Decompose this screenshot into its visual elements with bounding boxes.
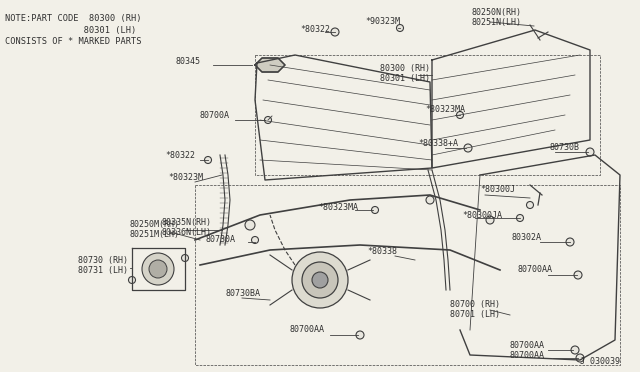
Text: *80323M: *80323M — [168, 173, 203, 183]
Text: 80730A: 80730A — [205, 235, 235, 244]
Circle shape — [486, 216, 494, 224]
Text: 80701 (LH): 80701 (LH) — [450, 311, 500, 320]
Text: 80700AA: 80700AA — [510, 341, 545, 350]
Circle shape — [312, 272, 328, 288]
Text: *80338+A: *80338+A — [418, 140, 458, 148]
Circle shape — [302, 262, 338, 298]
Circle shape — [464, 144, 472, 152]
Text: *80300JA: *80300JA — [462, 211, 502, 219]
Text: *80322: *80322 — [300, 26, 330, 35]
Circle shape — [371, 206, 378, 214]
Circle shape — [456, 112, 463, 119]
Text: *90323M: *90323M — [365, 17, 400, 26]
Circle shape — [426, 196, 434, 204]
Circle shape — [252, 237, 259, 244]
Text: 80301 (LH): 80301 (LH) — [5, 26, 136, 35]
Circle shape — [149, 260, 167, 278]
Circle shape — [292, 252, 348, 308]
Polygon shape — [255, 58, 285, 72]
Circle shape — [576, 354, 584, 362]
Circle shape — [205, 157, 211, 164]
Circle shape — [397, 25, 403, 32]
Circle shape — [566, 238, 574, 246]
Text: 80730 (RH): 80730 (RH) — [78, 256, 128, 264]
Text: 80730BA: 80730BA — [225, 289, 260, 298]
Circle shape — [527, 202, 534, 208]
Text: 80700A: 80700A — [200, 110, 230, 119]
Circle shape — [586, 148, 594, 156]
Text: J 030039: J 030039 — [580, 357, 620, 366]
Circle shape — [571, 346, 579, 354]
Circle shape — [142, 253, 174, 285]
Circle shape — [129, 276, 136, 283]
Text: 80302A: 80302A — [512, 234, 542, 243]
Circle shape — [264, 116, 271, 124]
Text: 80335N(RH): 80335N(RH) — [162, 218, 212, 227]
Circle shape — [356, 331, 364, 339]
Circle shape — [574, 271, 582, 279]
Circle shape — [245, 220, 255, 230]
Text: *80338: *80338 — [367, 247, 397, 257]
Text: 80300 (RH): 80300 (RH) — [380, 64, 430, 73]
Text: 80336N(LH): 80336N(LH) — [162, 228, 212, 237]
Text: 80730B: 80730B — [550, 144, 580, 153]
Text: 80251M(LH): 80251M(LH) — [130, 231, 180, 240]
Text: *80300J: *80300J — [480, 186, 515, 195]
Text: *80323MA: *80323MA — [318, 202, 358, 212]
Text: 80700 (RH): 80700 (RH) — [450, 301, 500, 310]
Text: *80322: *80322 — [165, 151, 195, 160]
Text: 80301 (LH): 80301 (LH) — [380, 74, 430, 83]
Text: 80345: 80345 — [175, 58, 200, 67]
Circle shape — [182, 254, 189, 262]
Circle shape — [331, 28, 339, 36]
Circle shape — [516, 215, 524, 221]
Text: CONSISTS OF * MARKED PARTS: CONSISTS OF * MARKED PARTS — [5, 38, 141, 46]
Text: 80251N(LH): 80251N(LH) — [472, 17, 522, 26]
Text: 80250M(RH): 80250M(RH) — [130, 221, 180, 230]
Text: 80700AA: 80700AA — [510, 352, 545, 360]
Text: 80700AA: 80700AA — [290, 326, 325, 334]
Text: NOTE:PART CODE  80300 (RH): NOTE:PART CODE 80300 (RH) — [5, 13, 141, 22]
Text: 80700AA: 80700AA — [518, 266, 553, 275]
Text: *80323MA: *80323MA — [425, 106, 465, 115]
Text: 80731 (LH): 80731 (LH) — [78, 266, 128, 275]
Text: 80250N(RH): 80250N(RH) — [472, 7, 522, 16]
